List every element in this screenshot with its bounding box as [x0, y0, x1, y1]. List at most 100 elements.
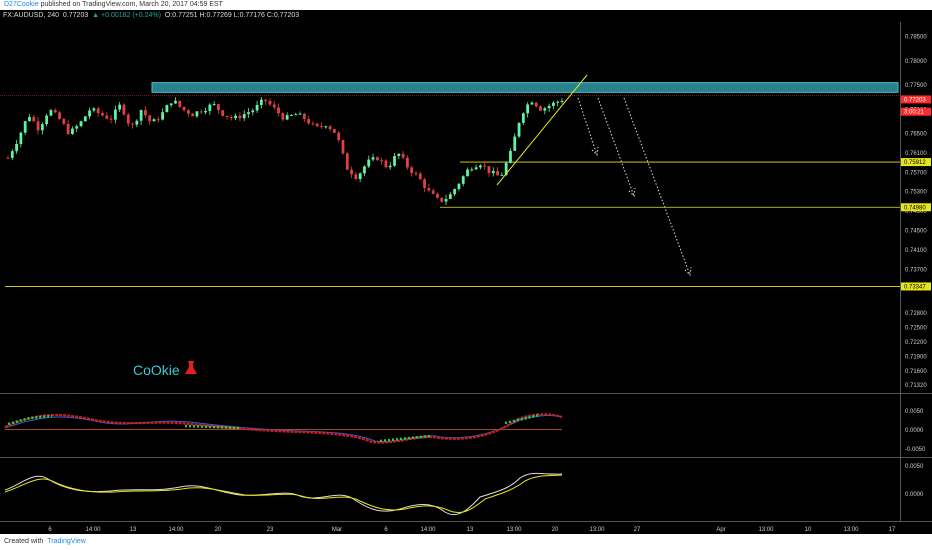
- candle-body: [294, 114, 298, 116]
- candle-body: [174, 100, 177, 104]
- candle-body: [470, 169, 474, 171]
- stochastic-k-line: [4, 472, 563, 516]
- candle-body: [453, 189, 457, 195]
- candle-body: [534, 102, 538, 107]
- candle-body: [290, 114, 293, 116]
- tradingview-logo-link[interactable]: TradingView: [47, 538, 86, 545]
- price-tag-label: 0.73347: [904, 284, 926, 290]
- candle-body: [10, 151, 14, 158]
- candle-body: [539, 106, 542, 111]
- time-tick-label: 14:00: [420, 527, 436, 533]
- candle-body: [298, 113, 302, 115]
- candle-body: [371, 157, 375, 160]
- candle-body: [75, 126, 79, 129]
- candle-body: [448, 194, 452, 199]
- candle-body: [363, 166, 366, 174]
- candle-body: [88, 110, 91, 117]
- candle-body: [66, 123, 70, 134]
- candle-body: [156, 119, 160, 121]
- price-tag-bg: [901, 107, 931, 116]
- candle-body: [311, 123, 315, 125]
- candle-body: [259, 99, 263, 105]
- time-axis[interactable]: 6 14:00 13 14:00 20 23 Mar 6 14:00 13 13:00 20 13:00…: [48, 527, 896, 533]
- candle-body: [547, 105, 551, 109]
- price-tick-label: 0.75700: [905, 170, 927, 176]
- candle-body: [49, 110, 53, 116]
- candle-body: [71, 128, 74, 134]
- candle-body: [560, 101, 564, 103]
- price-tick-label: 0.72200: [905, 340, 927, 346]
- time-tick-label: 20: [215, 527, 222, 533]
- time-tick-label: 23: [267, 527, 274, 533]
- price-tick-label: 0.71600: [905, 369, 927, 375]
- trendline[interactable]: [496, 74, 588, 186]
- oscillator-axis: 0.0050 0.0000 -0.0050 0.0050 0.0000: [905, 409, 926, 498]
- watermark-text: CoOkie: [133, 362, 180, 378]
- time-tick-label: 13: [467, 527, 474, 533]
- candle-body: [169, 103, 173, 106]
- projection-arrows[interactable]: [577, 97, 692, 277]
- candle-body: [487, 166, 491, 174]
- stochastic-tick-label: 0.0050: [905, 464, 924, 470]
- candle-body: [217, 104, 220, 111]
- time-tick-label: 13: [130, 527, 137, 533]
- candle-body: [375, 157, 379, 161]
- candle-body: [354, 174, 358, 180]
- projection-arrow-1: [577, 97, 599, 157]
- candle-body: [19, 132, 23, 145]
- candle-body: [178, 100, 182, 107]
- candle-body: [504, 162, 508, 175]
- candle-body: [496, 170, 499, 176]
- candle-body: [491, 170, 495, 174]
- candle-body: [212, 104, 216, 106]
- price-tag-label: 0.77203: [904, 97, 926, 103]
- candle-body: [238, 115, 242, 119]
- candle-body: [320, 126, 323, 128]
- up-arrow-icon: ▲: [92, 12, 100, 19]
- price-tick-label: 0.74100: [905, 248, 927, 254]
- candle-body: [461, 176, 465, 184]
- symbol-info-bar: FX:AUDUSD, 240 0.77203 ▲ +0.00182 (+0.24…: [3, 10, 299, 22]
- candle-body: [221, 110, 225, 116]
- candle-body: [324, 126, 328, 128]
- price-tick-label: 0.75300: [905, 190, 927, 196]
- candle-body: [427, 188, 431, 191]
- price-change: +0.00182 (+0.24%): [101, 12, 161, 19]
- oscillator-panel[interactable]: [4, 413, 563, 444]
- candle-body: [552, 102, 555, 106]
- candle-body: [302, 113, 306, 120]
- price-tick-label: 0.78000: [905, 59, 927, 65]
- candle-body: [148, 115, 152, 122]
- candle-body: [113, 109, 117, 120]
- candle-body: [397, 153, 401, 156]
- candle-body: [182, 106, 186, 111]
- stochastic-panel[interactable]: [4, 472, 563, 516]
- candle-body: [268, 101, 272, 105]
- candle-body: [285, 115, 289, 120]
- candle-body: [23, 121, 27, 133]
- candle-body: [474, 167, 478, 170]
- candle-body: [45, 115, 49, 125]
- publish-info: published on TradingView.com, March 20, …: [38, 1, 223, 8]
- symbol-name[interactable]: FX:AUDUSD, 240: [3, 12, 60, 19]
- candle-body: [131, 123, 134, 125]
- candle-body: [405, 157, 409, 168]
- projection-arrow-2: [597, 97, 636, 198]
- candle-body: [186, 110, 190, 114]
- oscillator-main-line: [4, 413, 563, 444]
- candle-body: [109, 118, 113, 120]
- resistance-zone[interactable]: [151, 82, 899, 93]
- price-tag-label: 3:00:21: [904, 110, 925, 116]
- price-tick-label: 0.73700: [905, 267, 927, 273]
- price-axis[interactable]: 0.785000.780000.775000.770000.765000.761…: [905, 35, 927, 389]
- price-tag-label: 0.75912: [904, 160, 926, 166]
- author-link[interactable]: D27Cookie: [4, 1, 39, 8]
- candle-body: [341, 140, 345, 154]
- time-tick-label: 6: [384, 527, 388, 533]
- candle-body: [521, 113, 525, 123]
- price-tick-label: 0.77500: [905, 83, 927, 89]
- horizontal-levels[interactable]: [5, 161, 900, 287]
- candle-body: [242, 114, 246, 119]
- candle-body: [208, 104, 212, 111]
